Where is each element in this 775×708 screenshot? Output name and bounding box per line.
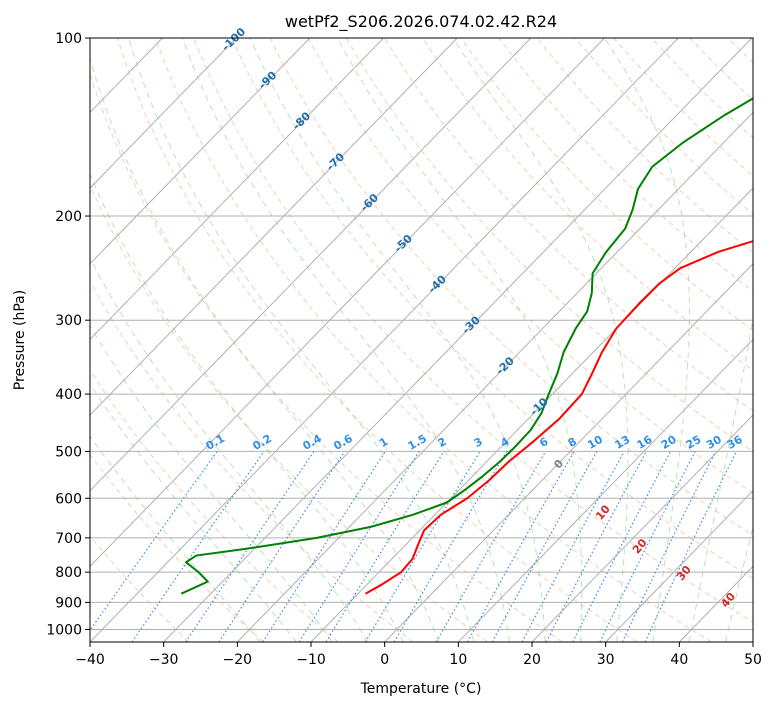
profile-series [180,97,753,595]
y-tick-label: 700 [55,531,82,547]
moist-adiabat-line [90,172,404,642]
dry-adiabat-line [498,38,753,293]
isotherm-line [384,263,753,642]
x-axis-label: Temperature (°C) [360,681,482,697]
x-tick-label: 30 [597,652,615,668]
isotherm-line [310,187,753,642]
y-axis-ticks: 100 200 300 400 500 600 700 800 900 1000 [46,31,90,638]
mixing-ratio-line [185,451,315,642]
moist-adiabat-line [90,256,369,642]
y-axis-label: Pressure (hPa) [12,290,28,390]
x-tick-label: −20 [223,652,253,668]
x-tick-label: −10 [296,652,326,668]
y-tick-label: 100 [55,31,82,47]
moist-adiabat-line [604,38,690,642]
temperature-profile-line [364,240,753,595]
isotherm-line [752,641,753,642]
dry-adiabat-line [766,38,775,642]
dry-adiabat-line [116,38,638,642]
chart-title: wetPf2_S206.2026.074.02.42.R24 [285,12,557,32]
isotherm-line [90,38,237,189]
isotherm-line [90,38,605,568]
y-tick-label: 500 [55,444,82,460]
isotherm-line [236,111,753,642]
mixing-ratio-line [466,451,575,642]
x-tick-label: 0 [380,652,389,668]
moist-adiabat-line [90,435,261,642]
y-tick-label: 300 [55,313,82,329]
y-tick-label: 600 [55,491,82,507]
x-tick-label: 20 [523,652,541,668]
dry-adiabat-line [307,38,753,494]
mixing-ratio-line [218,451,346,642]
y-tick-label: 1000 [46,622,82,638]
mixing-ratio-line [325,451,445,642]
dry-adiabat-line [90,369,339,642]
mixing-ratio-line [521,451,625,642]
isotherm-line [90,38,458,416]
moist-adiabat-line [90,56,439,642]
x-tick-label: −30 [149,652,179,668]
y-tick-label: 800 [55,565,82,581]
mixing-ratio-line [572,451,672,642]
dry-adiabat-line [422,38,753,372]
isotherm-line [90,38,384,341]
x-axis-ticks: −40 −30 −20 −10 0 10 20 30 40 50 [75,642,762,668]
moist-adiabat-line [128,38,475,642]
dry-adiabat-line [193,38,753,623]
y-tick-label: 400 [55,387,82,403]
dry-adiabat-line [384,38,753,412]
dry-adiabat-line [231,38,753,579]
isotherm-line [605,489,753,642]
isotherm-line [163,38,753,642]
dewpoint-profile-line [180,97,753,595]
x-tick-label: −40 [75,652,105,668]
y-tick-label: 200 [55,209,82,225]
moist-adiabat-line [688,315,753,642]
moist-adiabat-line [249,38,546,642]
dry-adiabat-line [90,72,563,642]
isotherm-line [90,38,311,265]
x-tick-label: 50 [744,652,762,668]
x-tick-label: 40 [670,652,688,668]
isotherm-line [90,38,532,492]
moist-adiabat-line [452,38,629,642]
plot-frame [89,37,754,643]
mixing-ratio-line [262,451,386,642]
mixing-ratio-line [131,451,265,642]
mixing-ratio-line [90,451,218,632]
isotherm-line [531,414,753,642]
mixing-ratio-line [491,451,598,642]
mixing-ratio-line [599,451,696,642]
x-tick-label: 10 [449,652,467,668]
moist-adiabat-line [90,382,297,642]
background-reference-lines [90,38,775,642]
isotherm-line [457,338,753,642]
y-tick-label: 900 [55,595,82,611]
plot-background [90,38,753,642]
moist-adiabat-line [90,324,333,642]
isotherm-line [90,38,679,642]
